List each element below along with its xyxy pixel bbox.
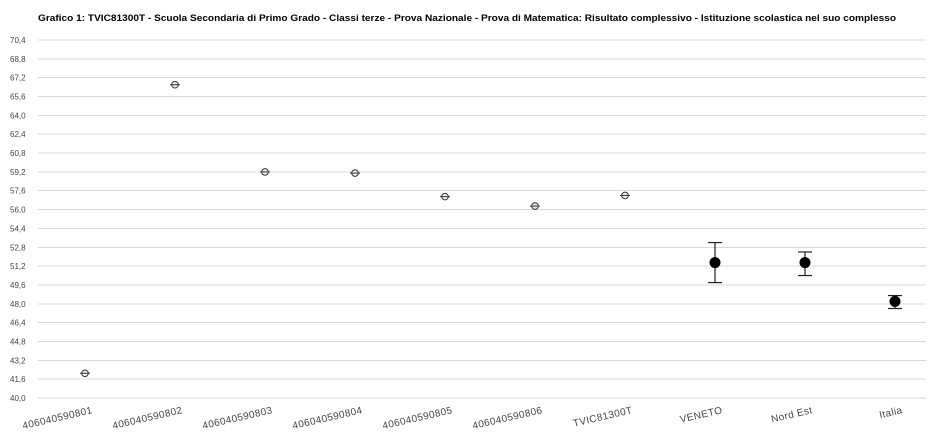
y-tick-label: 64,0 xyxy=(10,111,26,120)
y-tick-label: 70,4 xyxy=(10,36,26,45)
x-tick-label: 406040590805 xyxy=(381,405,453,432)
chart-title: Grafico 1: TVIC81300T - Scuola Secondari… xyxy=(38,13,897,23)
y-tick-label: 65,6 xyxy=(10,93,26,102)
x-tick-label: 406040590806 xyxy=(471,405,543,432)
y-tick-label: 54,4 xyxy=(10,224,26,233)
x-tick-label: Nord Est xyxy=(770,405,814,425)
x-tick-label: 406040590802 xyxy=(111,405,183,432)
x-tick-label: 406040590803 xyxy=(201,405,273,432)
y-axis-labels: 40,0 41,6 43,2 44,8 46,4 48,0 49,6 51,2 52,8 54,4… xyxy=(10,36,26,403)
x-tick-label: Italia xyxy=(878,405,903,421)
y-tick-label: 68,8 xyxy=(10,55,26,64)
y-tick-label: 56,0 xyxy=(10,206,26,215)
x-tick-label: 406040590804 xyxy=(291,405,363,432)
y-tick-label: 62,4 xyxy=(10,130,26,139)
y-tick-label: 57,6 xyxy=(10,187,26,196)
x-tick-label: 406040590801 xyxy=(21,405,93,432)
y-tick-label: 46,4 xyxy=(10,319,26,328)
y-tick-label: 44,8 xyxy=(10,337,26,346)
data-point xyxy=(889,295,901,307)
x-tick-label: TVIC81300T xyxy=(572,405,634,429)
y-tick-label: 51,2 xyxy=(10,262,26,271)
data-point xyxy=(799,257,811,269)
y-tick-label: 48,0 xyxy=(10,300,26,309)
y-tick-label: 41,6 xyxy=(10,375,26,384)
data-points xyxy=(80,80,902,378)
y-tick-label: 60,8 xyxy=(10,149,26,158)
data-point xyxy=(709,257,721,269)
y-tick-label: 40,0 xyxy=(10,394,26,403)
y-tick-label: 59,2 xyxy=(10,168,26,177)
y-tick-label: 49,6 xyxy=(10,281,26,290)
gridlines xyxy=(38,39,926,399)
x-tick-label: VENETO xyxy=(679,405,724,425)
x-axis-labels: 406040590801 406040590802 406040590803 4060… xyxy=(21,405,903,432)
y-tick-label: 67,2 xyxy=(10,74,26,83)
y-tick-label: 52,8 xyxy=(10,243,26,252)
y-tick-label: 43,2 xyxy=(10,356,26,365)
